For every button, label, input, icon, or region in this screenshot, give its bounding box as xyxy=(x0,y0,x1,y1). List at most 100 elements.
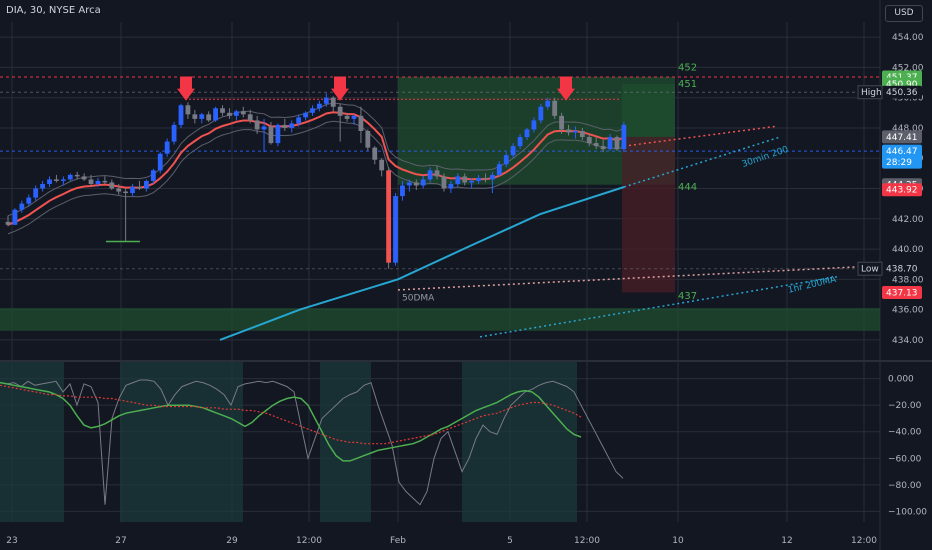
oscillator-band xyxy=(120,362,243,522)
candle xyxy=(462,173,468,186)
candle-body xyxy=(538,106,544,121)
candle-body xyxy=(517,137,523,147)
candle-body xyxy=(164,141,170,154)
price-label: 438.70 xyxy=(886,265,918,275)
candle xyxy=(510,143,516,159)
candle xyxy=(102,176,108,184)
candle-body xyxy=(593,143,599,147)
candle xyxy=(185,102,191,119)
price-label-box xyxy=(882,144,922,169)
oscillator-tick: −80.00 xyxy=(888,481,922,491)
price-tag: High xyxy=(861,88,882,98)
price-label: 450.90 xyxy=(886,80,918,90)
price-tag-box xyxy=(857,85,883,100)
oscillator-tick: −60.00 xyxy=(888,454,922,464)
candle-body xyxy=(621,124,627,150)
candle xyxy=(303,111,308,121)
marks xyxy=(106,76,575,243)
candle-body xyxy=(358,115,364,131)
time-tick: 29 xyxy=(226,536,238,546)
currency-button[interactable]: USD xyxy=(885,5,923,22)
price-label: 446.47 xyxy=(886,147,918,157)
ma-annotation: 30min 200 xyxy=(741,145,790,170)
red-arrow-marker xyxy=(177,76,195,101)
candle-body xyxy=(427,170,433,180)
oscillator-lines xyxy=(0,379,624,506)
candle xyxy=(247,109,253,124)
candle xyxy=(157,152,163,174)
candle xyxy=(116,183,122,195)
candle xyxy=(337,103,343,142)
candle xyxy=(171,121,177,145)
trade-zone xyxy=(0,308,880,331)
candle-body xyxy=(47,179,52,184)
candle xyxy=(233,109,239,121)
time-tick: 12:00 xyxy=(296,536,322,546)
projection-line xyxy=(397,264,881,291)
candle xyxy=(220,105,225,116)
candle xyxy=(330,96,336,112)
candle-body xyxy=(5,221,11,225)
time-tick: Feb xyxy=(390,536,406,546)
candle xyxy=(379,158,385,177)
candle-body xyxy=(524,129,530,138)
candle xyxy=(199,112,205,124)
candle-body xyxy=(247,114,253,121)
candle xyxy=(496,161,502,177)
candle xyxy=(400,180,405,201)
candle xyxy=(275,123,281,147)
ma-annotation: 1hr 200MA xyxy=(787,275,838,296)
candle-body xyxy=(496,164,502,175)
ema-band-lower xyxy=(7,120,625,235)
candle-body xyxy=(586,137,592,144)
price-tick: 434.00 xyxy=(892,336,924,346)
candle-body xyxy=(323,97,329,104)
candle-body xyxy=(116,188,122,192)
ma-200-line xyxy=(219,186,625,341)
candle-body xyxy=(109,182,115,189)
candle xyxy=(372,146,378,165)
candle-body xyxy=(171,124,177,142)
price-label-box xyxy=(882,85,922,99)
price-tick: 452.00 xyxy=(892,63,924,73)
oscillator-band xyxy=(462,362,577,522)
candle xyxy=(144,179,149,192)
candle xyxy=(393,193,398,266)
candle xyxy=(26,194,32,207)
candle xyxy=(137,180,142,191)
candle-body xyxy=(185,105,191,115)
candle-body xyxy=(157,153,163,171)
candle xyxy=(33,185,39,201)
level-label: 437 xyxy=(678,291,697,302)
candle-body xyxy=(579,130,585,138)
candle-body xyxy=(455,176,461,184)
candle-body xyxy=(74,174,80,177)
candle xyxy=(586,134,592,147)
candle xyxy=(420,176,426,189)
candle-body xyxy=(220,108,225,113)
candle xyxy=(81,173,87,181)
candle-body xyxy=(40,183,45,189)
candle-body xyxy=(12,209,18,225)
candle-body xyxy=(344,115,350,119)
time-tick: 12:00 xyxy=(851,536,877,546)
candle-body xyxy=(434,170,440,177)
symbol-title: DIA, 30, NYSE Arca xyxy=(6,5,101,16)
price-tick: 442.00 xyxy=(892,215,924,225)
time-tick: 5 xyxy=(507,536,513,546)
red-arrow-marker xyxy=(557,76,575,101)
oscillator-tick: 0.000 xyxy=(888,375,914,385)
candle-body xyxy=(448,183,454,189)
candle-body xyxy=(545,100,551,107)
oscillator-tick: −20.00 xyxy=(888,401,922,411)
candle-body xyxy=(393,196,398,263)
candle-body xyxy=(469,180,475,183)
candle xyxy=(600,140,606,153)
candle xyxy=(593,137,599,150)
candle-body xyxy=(67,174,73,180)
candle-body xyxy=(275,124,281,144)
time-tick: 10 xyxy=(672,536,684,546)
candle-body xyxy=(559,115,564,130)
candle xyxy=(469,177,475,189)
